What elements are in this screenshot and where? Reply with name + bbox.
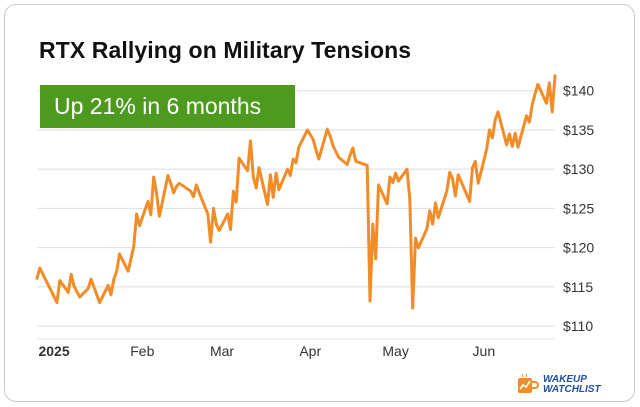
x-tick-label: Apr (299, 343, 321, 359)
x-tick-label: Feb (130, 343, 154, 359)
brand-line-2: WATCHLIST (543, 384, 601, 395)
chart-card: RTX Rallying on Military Tensions $110 $1… (4, 4, 635, 402)
performance-badge: Up 21% in 6 months (40, 85, 295, 128)
coffee-mug-chart-icon (518, 374, 539, 393)
brand-logo: WAKEUP WATCHLIST (516, 374, 601, 396)
price-series-line (35, 74, 557, 310)
brand-line-1: WAKEUP (543, 374, 587, 385)
x-tick-label-year: 2025 (38, 343, 69, 359)
x-tick-label: Jun (473, 343, 496, 359)
y-tick-label: $135 (563, 122, 594, 138)
x-tick-label: May (382, 343, 408, 359)
y-tick-label: $130 (563, 161, 594, 177)
y-tick-label: $120 (563, 240, 594, 256)
y-tick-label: $125 (563, 200, 594, 216)
chart-title: RTX Rallying on Military Tensions (39, 37, 412, 63)
y-tick-label: $110 (563, 318, 593, 334)
brand-name: WAKEUP WATCHLIST (543, 375, 601, 395)
price-line-chart: $110 $115 $120 $125 $130 $135 $140 2025 Feb Mar Ap… (35, 74, 594, 359)
y-tick-label: $115 (563, 279, 593, 295)
x-tick-label: Mar (210, 343, 234, 359)
y-tick-label: $140 (563, 83, 594, 99)
